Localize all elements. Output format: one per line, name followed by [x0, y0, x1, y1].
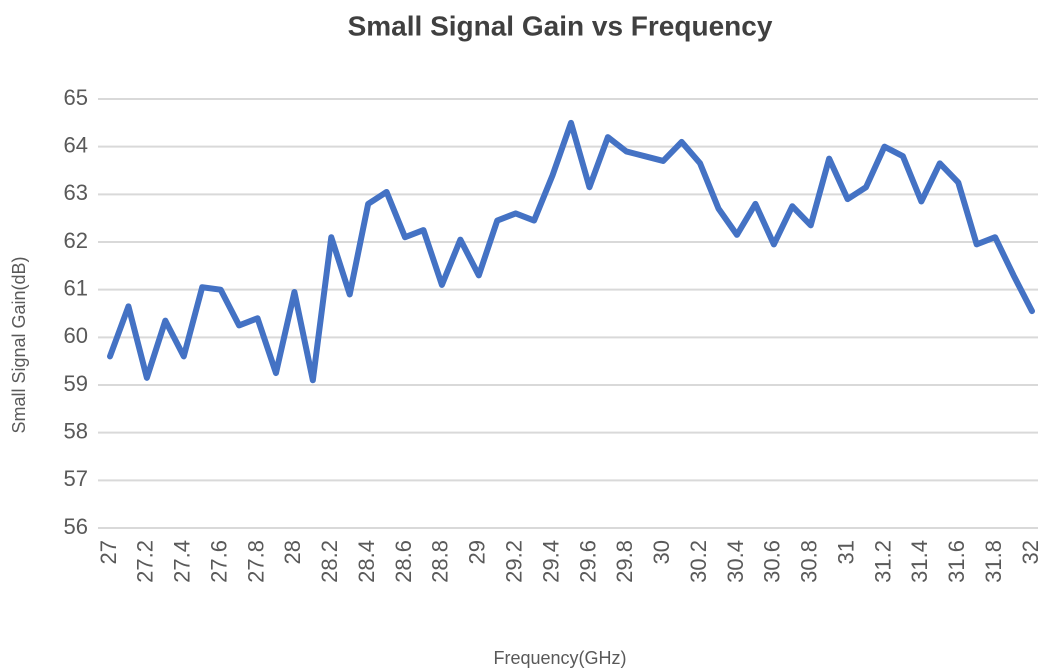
x-tick-label: 28.4	[354, 540, 379, 583]
x-tick-label: 31.6	[944, 540, 969, 583]
y-tick-label: 56	[64, 514, 88, 539]
x-tick-label: 29.2	[501, 540, 526, 583]
line	[107, 119, 1035, 384]
x-tick-label: 27.2	[133, 540, 158, 583]
x-tick-label: 28.8	[428, 540, 453, 583]
y-tick-label: 59	[64, 371, 88, 396]
y-tick-label: 62	[64, 228, 88, 253]
x-tick-label: 29	[465, 540, 490, 564]
y-tick-label: 64	[64, 132, 88, 157]
y-tick-label: 63	[64, 180, 88, 205]
x-tick-label: 27	[96, 540, 121, 564]
x-tick-label: 30	[649, 540, 674, 564]
x-tick-label: 27.8	[243, 540, 268, 583]
x-tick-label: 27.6	[206, 540, 231, 583]
x-tick-label: 31.4	[907, 540, 932, 583]
y-axis-label: Small Signal Gain(dB)	[9, 256, 29, 433]
x-tick-label: 28.2	[317, 540, 342, 583]
chart-title: Small Signal Gain vs Frequency	[348, 10, 773, 41]
x-tick-label: 29.6	[575, 540, 600, 583]
x-tick-label: 29.4	[538, 540, 563, 583]
x-tick-label: 31.2	[870, 540, 895, 583]
y-tick-label: 65	[64, 85, 88, 110]
x-tick-label: 30.8	[797, 540, 822, 583]
y-tick-label: 60	[64, 323, 88, 348]
y-tick-label: 58	[64, 418, 88, 443]
x-tick-label: 28	[280, 540, 305, 564]
x-tick-label: 28.6	[391, 540, 416, 583]
x-tick-label: 30.2	[686, 540, 711, 583]
x-tick-label: 27.4	[170, 540, 195, 583]
x-tick-label: 31	[833, 540, 858, 564]
x-tick-label: 29.8	[612, 540, 637, 583]
x-axis-label: Frequency(GHz)	[493, 648, 626, 668]
y-tick-label: 57	[64, 466, 88, 491]
x-tick-label: 30.6	[760, 540, 785, 583]
y-tick-label: 61	[64, 275, 88, 300]
x-tick-label: 31.8	[981, 540, 1006, 583]
x-tick-label: 30.4	[723, 540, 748, 583]
x-tick-label: 32	[1018, 540, 1043, 564]
